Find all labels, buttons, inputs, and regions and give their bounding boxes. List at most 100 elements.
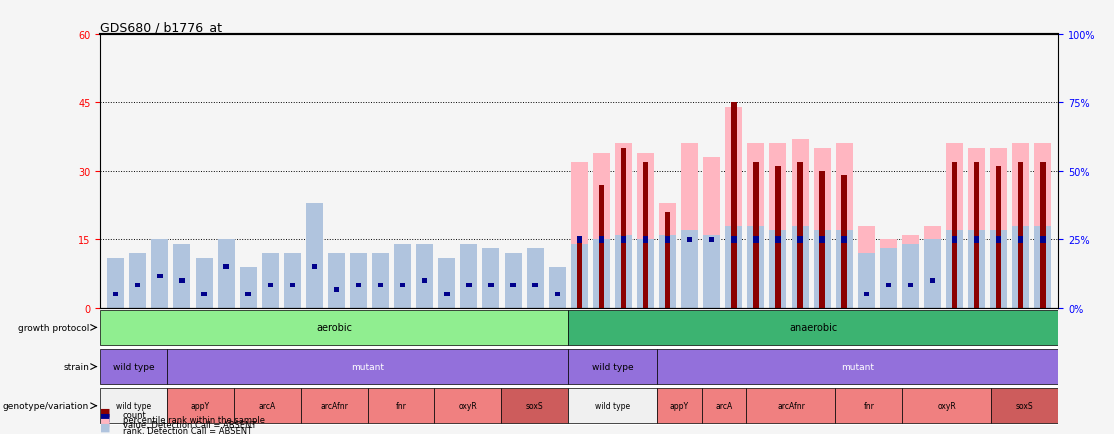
Bar [1040, 162, 1046, 308]
FancyBboxPatch shape [434, 388, 501, 423]
Text: wild type: wild type [116, 401, 152, 410]
Bar [1018, 162, 1024, 308]
Bar [880, 240, 897, 308]
Bar [836, 231, 852, 308]
Bar [681, 144, 698, 308]
Text: soxS: soxS [1016, 401, 1034, 410]
Bar [930, 279, 935, 283]
Bar [990, 231, 1007, 308]
Bar [577, 237, 582, 243]
Bar [438, 263, 456, 308]
Text: strain: strain [63, 362, 89, 371]
Text: genotype/variation: genotype/variation [3, 401, 89, 410]
Bar [394, 244, 411, 308]
Bar [703, 235, 721, 308]
Bar [951, 237, 957, 243]
Bar [968, 148, 985, 308]
Bar [527, 253, 544, 308]
Bar [505, 258, 521, 308]
Bar [968, 231, 985, 308]
FancyBboxPatch shape [657, 349, 1058, 385]
Text: arcA: arcA [258, 401, 276, 410]
Bar [598, 185, 604, 308]
Bar [792, 226, 809, 308]
Bar [665, 237, 671, 243]
Bar [129, 253, 146, 308]
Bar [217, 244, 235, 308]
Bar [372, 253, 389, 308]
Bar [863, 292, 869, 297]
FancyBboxPatch shape [234, 388, 301, 423]
Bar [620, 237, 626, 243]
Bar [378, 283, 383, 288]
Bar [924, 240, 941, 308]
Bar [902, 244, 919, 308]
Bar [990, 148, 1007, 308]
Bar [328, 253, 345, 308]
Bar [196, 258, 213, 308]
Text: GDS680 / b1776_at: GDS680 / b1776_at [100, 20, 223, 33]
Bar [1034, 144, 1052, 308]
Bar [482, 249, 499, 308]
Bar [946, 231, 962, 308]
Text: arcA: arcA [715, 401, 733, 410]
Bar [747, 144, 764, 308]
Text: rank, Detection Call = ABSENT: rank, Detection Call = ABSENT [123, 426, 252, 434]
Bar [792, 139, 809, 308]
Bar [174, 244, 190, 308]
Bar [372, 258, 389, 308]
Bar [400, 283, 405, 288]
Bar [240, 272, 256, 308]
Bar [460, 244, 478, 308]
Text: anaerobic: anaerobic [789, 323, 838, 332]
Bar [770, 144, 786, 308]
FancyBboxPatch shape [702, 388, 746, 423]
FancyBboxPatch shape [100, 349, 167, 385]
Text: mutant: mutant [351, 362, 384, 371]
Bar [725, 226, 742, 308]
FancyBboxPatch shape [100, 388, 167, 423]
Text: appY: appY [670, 401, 690, 410]
Bar [422, 279, 428, 283]
Bar [570, 162, 588, 308]
Bar [753, 162, 759, 308]
Bar [549, 267, 566, 308]
Bar [267, 283, 273, 288]
FancyBboxPatch shape [100, 310, 568, 345]
Bar [1013, 226, 1029, 308]
FancyBboxPatch shape [368, 388, 434, 423]
Bar [753, 237, 759, 243]
FancyBboxPatch shape [568, 349, 657, 385]
Bar [615, 144, 632, 308]
FancyBboxPatch shape [568, 310, 1058, 345]
Bar [924, 226, 941, 308]
FancyBboxPatch shape [501, 388, 568, 423]
Bar [355, 283, 361, 288]
Text: growth protocol: growth protocol [18, 323, 89, 332]
Bar [157, 274, 163, 279]
Text: oxyR: oxyR [938, 401, 956, 410]
Bar [598, 237, 604, 243]
Bar [284, 253, 301, 308]
Bar [350, 258, 367, 308]
Bar [841, 237, 847, 243]
Bar [113, 292, 118, 297]
Bar [262, 258, 278, 308]
Bar [798, 162, 803, 308]
Bar [262, 253, 278, 308]
FancyBboxPatch shape [657, 388, 702, 423]
Bar [290, 283, 295, 288]
Bar [174, 249, 190, 308]
Bar [1013, 144, 1029, 308]
Bar [841, 176, 847, 308]
Bar [577, 240, 582, 308]
Bar [798, 237, 803, 243]
Bar [886, 283, 891, 288]
Bar [532, 283, 538, 288]
FancyBboxPatch shape [746, 388, 836, 423]
FancyBboxPatch shape [167, 388, 234, 423]
Bar [107, 267, 125, 308]
Bar [394, 249, 411, 308]
Bar [747, 226, 764, 308]
Bar [527, 249, 544, 308]
